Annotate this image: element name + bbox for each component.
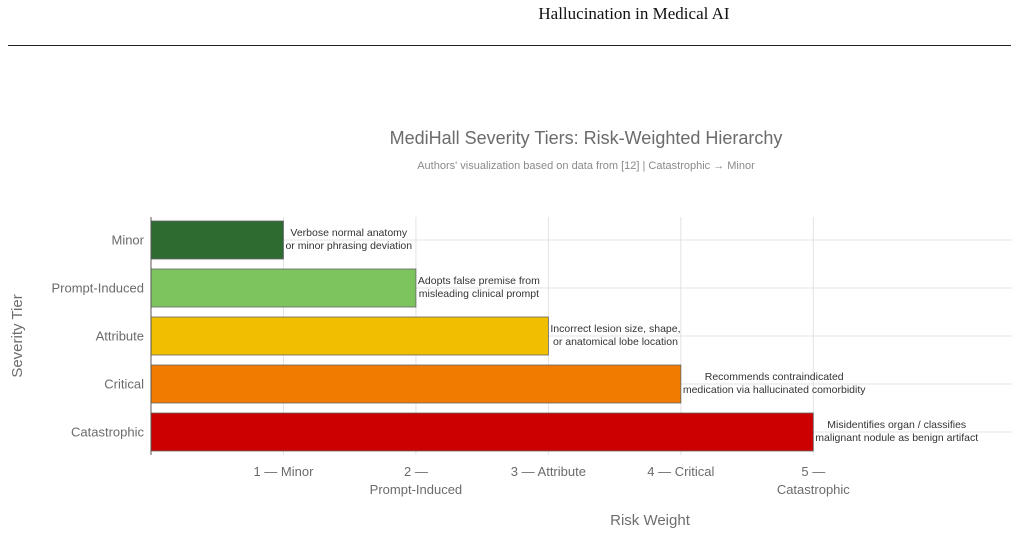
bar-label-catastrophic: Misidentifies organ / classifies malignan… — [815, 419, 978, 444]
y-tick-label-1: Minor — [111, 233, 144, 248]
bar-label-minor: Verbose normal anatomy or minor phrasing … — [285, 227, 412, 252]
x-tick-label-3: 3 — Attribute — [511, 464, 586, 479]
plot-area: Minor Verbose normal anatomy or minor phra… — [52, 217, 1012, 497]
x-tick-label-5: 5 — Catastrophic — [777, 464, 850, 497]
chart-subtitle: Authors' visualization based on data fro… — [417, 160, 755, 172]
bar-label-critical: Recommends contraindicated medication via… — [683, 371, 866, 396]
x-axis-title: Risk Weight — [610, 512, 691, 529]
x-tick-label-2: 2 — Prompt-Induced — [370, 464, 463, 497]
y-tick-label-5: Catastrophic — [71, 425, 144, 440]
running-header: Hallucination in Medical AI — [0, 4, 1018, 24]
running-header-text: Hallucination in Medical AI — [538, 4, 730, 23]
x-tick-label-4: 4 — Critical — [647, 464, 714, 479]
y-tick-label-2: Prompt-Induced — [52, 281, 145, 296]
y-tick-label-3: Attribute — [96, 329, 144, 344]
bar-catastrophic — [150, 412, 814, 452]
y-axis-title: Severity Tier — [9, 294, 26, 377]
x-tick-label-1: 1 — Minor — [253, 464, 314, 479]
y-tick-label-4: Critical — [104, 377, 144, 392]
chart-title: MediHall Severity Tiers: Risk-Weighted H… — [390, 128, 783, 148]
bar-label-prompt-induced: Adopts false premise from misleading clin… — [418, 275, 540, 300]
bar-minor — [150, 220, 284, 260]
header-rule — [8, 45, 1011, 46]
bar-attribute — [150, 316, 549, 356]
bar-label-attribute: Incorrect lesion size, shape, or anatomic… — [550, 323, 680, 348]
bar-prompt-induced — [150, 268, 417, 308]
bar-critical — [150, 364, 682, 404]
